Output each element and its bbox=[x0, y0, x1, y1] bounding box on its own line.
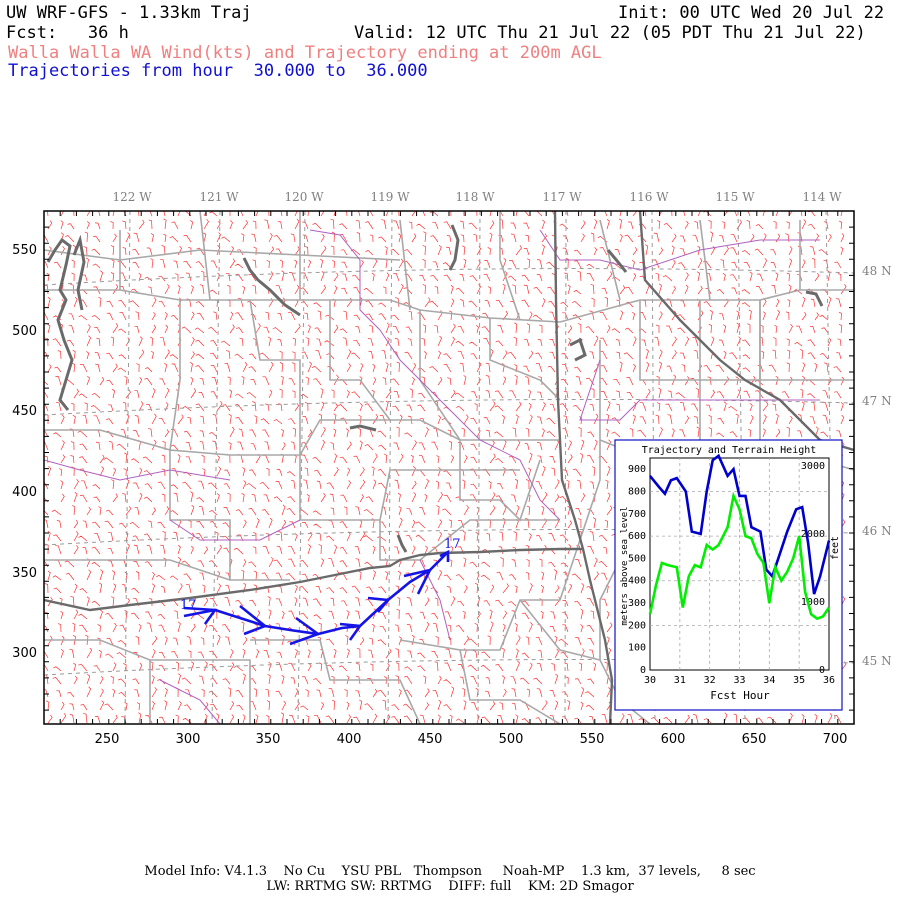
x-tick-label: 700 bbox=[823, 732, 848, 747]
latitude-labels: 48 N 47 N 46 N 45 N bbox=[862, 264, 892, 668]
trajectory-height-inset: Trajectory and Terrain Height 30 31 32 33 34… bbox=[614, 439, 843, 711]
x-tick-label: 600 bbox=[661, 732, 686, 747]
trajectory-arrow bbox=[403, 568, 433, 595]
trajectory-arrow bbox=[183, 606, 218, 625]
inset-y-tick-label: 200 bbox=[628, 620, 646, 631]
trajectory-arrow bbox=[289, 616, 321, 646]
inset-x-tick-label: 33 bbox=[733, 675, 745, 686]
inset-x-tick-label: 32 bbox=[704, 675, 716, 686]
x-tick-label: 450 bbox=[418, 732, 443, 747]
y-tick-label: 350 bbox=[12, 566, 37, 581]
inset-y-tick-label-feet: 1000 bbox=[801, 597, 825, 608]
state-borders bbox=[44, 211, 854, 724]
inset-x-tick-label: 34 bbox=[763, 675, 775, 686]
x-tick-label: 550 bbox=[580, 732, 605, 747]
lon-label: 116 W bbox=[629, 190, 669, 204]
lat-label: 48 N bbox=[862, 264, 892, 278]
frame-ticks bbox=[43, 210, 854, 724]
inset-x-tick-label: 30 bbox=[644, 675, 656, 686]
x-tick-label: 350 bbox=[256, 732, 281, 747]
inset-y-tick-label: 100 bbox=[628, 643, 646, 654]
lat-label: 47 N bbox=[862, 394, 892, 408]
trajectory-arrow bbox=[239, 604, 268, 636]
inset-xlabel: Fcst Hour bbox=[710, 689, 770, 702]
lat-label: 46 N bbox=[862, 524, 892, 538]
inset-y-tick-label: 300 bbox=[628, 598, 646, 609]
lat-label: 45 N bbox=[862, 654, 892, 668]
y-tick-label: 300 bbox=[12, 646, 37, 661]
terrain-height-line bbox=[648, 491, 831, 621]
x-axis-labels: 250 300 350 400 450 500 550 600 650 700 bbox=[95, 732, 848, 747]
trajectory-height-line bbox=[648, 453, 831, 595]
lon-label: 121 W bbox=[199, 190, 239, 204]
trajectory-end-label: 17 bbox=[444, 537, 461, 552]
inset-ylabel-left: meters above sea level bbox=[620, 506, 630, 625]
trajectory-start-label: 17 bbox=[180, 598, 197, 613]
inset-series bbox=[648, 453, 831, 621]
map-subtitle: Walla Walla WA Wind(kts) and Trajectory … bbox=[8, 43, 602, 63]
inset-y-ticks-right: 0 1000 2000 3000 bbox=[801, 461, 825, 676]
inset-y-tick-label: 0 bbox=[640, 665, 646, 676]
y-axis-labels: 550 500 450 400 350 300 bbox=[12, 243, 37, 661]
trajectory-arrow bbox=[339, 622, 363, 641]
trajectory-arrow bbox=[439, 549, 450, 562]
init-time: Init: 00 UTC Wed 20 Jul 22 bbox=[618, 3, 885, 23]
inset-y-tick-label: 500 bbox=[628, 553, 646, 564]
lon-label: 122 W bbox=[112, 190, 152, 204]
inset-y-tick-label-feet: 2000 bbox=[801, 529, 825, 540]
lon-label: 115 W bbox=[715, 190, 755, 204]
y-tick-label: 500 bbox=[12, 324, 37, 339]
wind-barbs bbox=[44, 211, 847, 724]
model-title: UW WRF-GFS - 1.33km Traj bbox=[6, 3, 252, 23]
inset-y-tick-label: 400 bbox=[628, 576, 646, 587]
lon-label: 120 W bbox=[284, 190, 324, 204]
x-tick-label: 250 bbox=[95, 732, 120, 747]
inset-y-tick-label: 900 bbox=[628, 464, 646, 475]
trajectory-range: Trajectories from hour 30.000 to 36.000 bbox=[8, 61, 428, 81]
lon-label: 117 W bbox=[542, 190, 582, 204]
rivers bbox=[44, 229, 820, 724]
wind-barb-field bbox=[44, 211, 847, 724]
inset-y-tick-label: 800 bbox=[628, 486, 646, 497]
valid-time: Valid: 12 UTC Thu 21 Jul 22 (05 PDT Thu … bbox=[354, 23, 866, 43]
x-tick-label: 400 bbox=[337, 732, 362, 747]
inset-x-tick-label: 36 bbox=[823, 675, 835, 686]
lon-label: 114 W bbox=[802, 190, 842, 204]
inset-y-ticks-left: 0 100 200 300 400 500 600 700 800 900 bbox=[628, 464, 646, 676]
inset-x-ticks: 30 31 32 33 34 35 36 bbox=[644, 675, 835, 686]
x-tick-label: 500 bbox=[499, 732, 524, 747]
y-tick-label: 450 bbox=[12, 404, 37, 419]
longitude-labels: 122 W 121 W 120 W 119 W 118 W 117 W 116 … bbox=[112, 190, 842, 204]
lakes-coast bbox=[46, 224, 824, 553]
forecast-hour: Fcst: 36 h bbox=[6, 23, 129, 43]
lon-label: 119 W bbox=[370, 190, 410, 204]
x-tick-label: 650 bbox=[742, 732, 767, 747]
lon-label: 118 W bbox=[455, 190, 495, 204]
trajectory-path bbox=[183, 549, 450, 646]
inset-ylabel-right: feet bbox=[830, 536, 841, 560]
x-tick-label: 300 bbox=[176, 732, 201, 747]
inset-y-tick-label: 600 bbox=[628, 531, 646, 542]
model-info-line1: Model Info: V4.1.3 No Cu YSU PBL Thompso… bbox=[144, 864, 756, 879]
y-tick-label: 550 bbox=[12, 243, 37, 258]
inset-y-tick-label-feet: 0 bbox=[819, 665, 825, 676]
inset-y-tick-label: 700 bbox=[628, 509, 646, 520]
inset-title: Trajectory and Terrain Height bbox=[642, 445, 817, 456]
inset-y-tick-label-feet: 3000 bbox=[801, 461, 825, 472]
inset-x-tick-label: 35 bbox=[793, 675, 805, 686]
y-tick-label: 400 bbox=[12, 485, 37, 500]
trajectory-arrow bbox=[367, 596, 391, 613]
model-info-line2: LW: RRTMG SW: RRTMG DIFF: full KM: 2D Sm… bbox=[266, 879, 634, 894]
inset-x-tick-label: 31 bbox=[674, 675, 686, 686]
